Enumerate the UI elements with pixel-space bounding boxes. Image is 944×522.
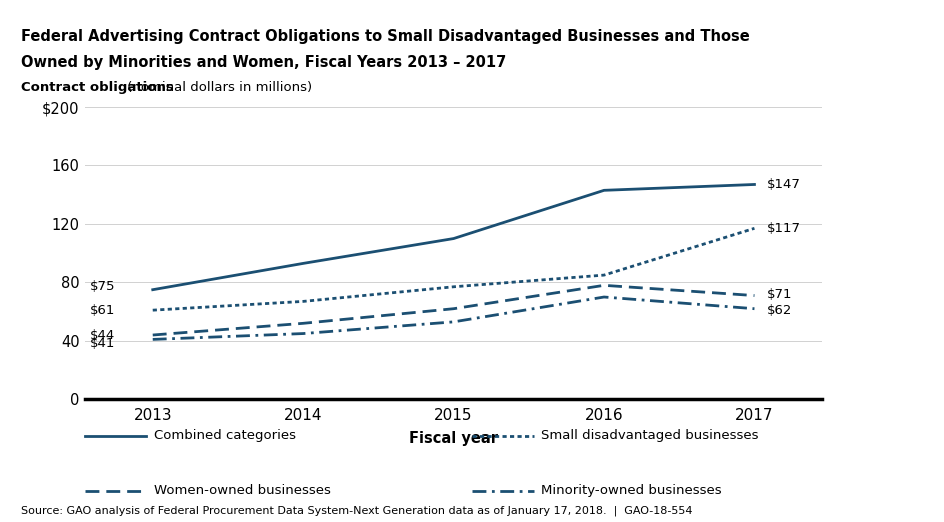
Text: Federal Advertising Contract Obligations to Small Disadvantaged Businesses and T: Federal Advertising Contract Obligations… <box>21 29 749 44</box>
Text: Women-owned businesses: Women-owned businesses <box>154 484 330 497</box>
Text: $62: $62 <box>766 304 791 317</box>
Text: Contract obligations: Contract obligations <box>21 81 174 94</box>
Text: Source: GAO analysis of Federal Procurement Data System-Next Generation data as : Source: GAO analysis of Federal Procurem… <box>21 505 692 516</box>
Text: Combined categories: Combined categories <box>154 430 295 442</box>
Text: $44: $44 <box>90 328 114 341</box>
Text: $147: $147 <box>766 178 800 191</box>
X-axis label: Fiscal year: Fiscal year <box>409 431 497 446</box>
Text: $75: $75 <box>90 280 115 293</box>
Text: Owned by Minorities and Women, Fiscal Years 2013 – 2017: Owned by Minorities and Women, Fiscal Ye… <box>21 55 505 70</box>
Text: $61: $61 <box>90 304 115 317</box>
Text: $71: $71 <box>766 288 791 301</box>
Text: $41: $41 <box>90 337 115 350</box>
Text: Small disadvantaged businesses: Small disadvantaged businesses <box>541 430 758 442</box>
Text: (nominal dollars in millions): (nominal dollars in millions) <box>123 81 312 94</box>
Text: Minority-owned businesses: Minority-owned businesses <box>541 484 721 497</box>
Text: $117: $117 <box>766 222 800 235</box>
